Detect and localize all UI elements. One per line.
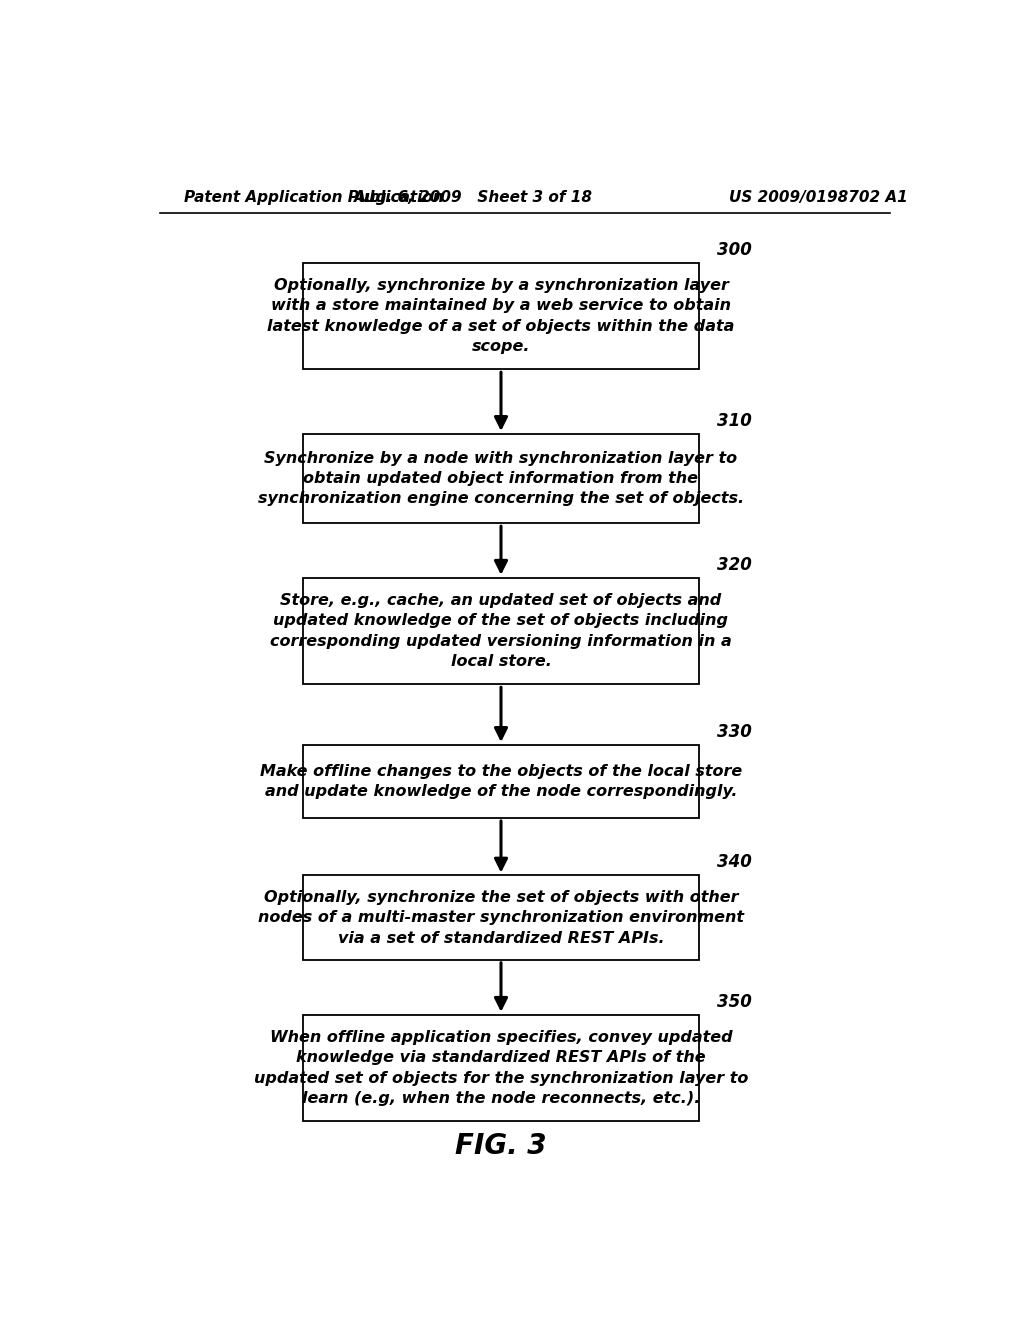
Bar (303, 744, 699, 818)
Text: 300: 300 (717, 240, 752, 259)
Text: Store, e.g., cache, an updated set of objects and
updated knowledge of the set o: Store, e.g., cache, an updated set of ob… (270, 593, 732, 669)
Text: 310: 310 (717, 412, 752, 430)
Bar (303, 434, 699, 523)
Bar (303, 263, 699, 370)
Text: Optionally, synchronize the set of objects with other
nodes of a multi-master sy: Optionally, synchronize the set of objec… (258, 890, 744, 945)
Text: Optionally, synchronize by a synchronization layer
with a store maintained by a : Optionally, synchronize by a synchroniza… (267, 277, 734, 354)
Text: Aug. 6, 2009   Sheet 3 of 18: Aug. 6, 2009 Sheet 3 of 18 (353, 190, 593, 205)
Text: 330: 330 (717, 723, 752, 741)
Text: When offline application specifies, convey updated
knowledge via standardized RE: When offline application specifies, conv… (254, 1030, 749, 1106)
Bar (303, 1015, 699, 1122)
Text: US 2009/0198702 A1: US 2009/0198702 A1 (729, 190, 908, 205)
Text: 340: 340 (717, 854, 752, 871)
Text: Patent Application Publication: Patent Application Publication (183, 190, 443, 205)
Text: Synchronize by a node with synchronization layer to
obtain updated object inform: Synchronize by a node with synchronizati… (258, 450, 744, 507)
Bar (303, 578, 699, 684)
Text: FIG. 3: FIG. 3 (456, 1133, 547, 1160)
Text: 320: 320 (717, 556, 752, 574)
Text: 350: 350 (717, 993, 752, 1011)
Text: Make offline changes to the objects of the local store
and update knowledge of t: Make offline changes to the objects of t… (260, 764, 742, 799)
Bar (303, 875, 699, 960)
